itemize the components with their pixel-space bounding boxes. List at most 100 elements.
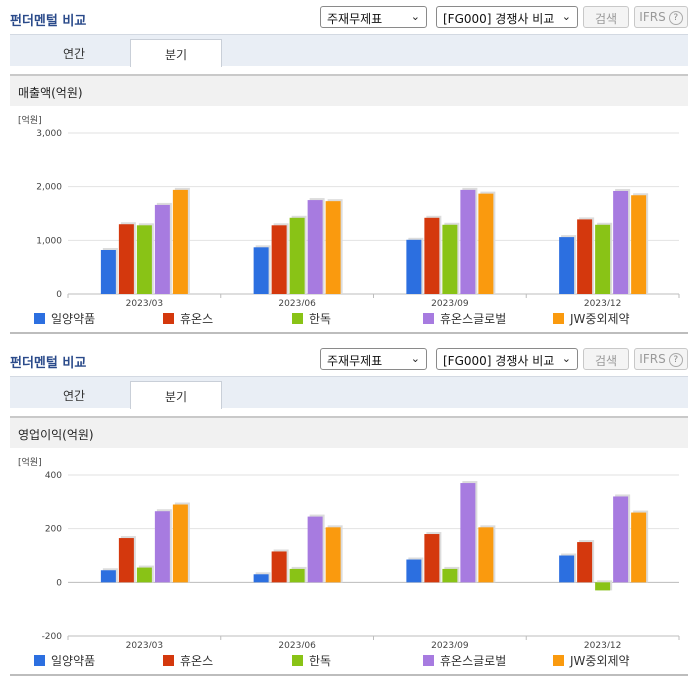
bar[interactable] bbox=[478, 527, 494, 583]
period-tabs: 연간 분기 bbox=[10, 376, 688, 409]
panel-header: 펀더멘털 비교 주재무제표 ⌄ [FG000] 경쟁사 비교 ⌄ 검색 IFRS… bbox=[0, 0, 696, 34]
x-tick-label: 2023/12 bbox=[584, 299, 621, 306]
bar[interactable] bbox=[136, 567, 152, 583]
bar[interactable] bbox=[289, 568, 305, 583]
y-tick-label: -200 bbox=[42, 632, 63, 642]
statement-type-select[interactable]: 주재무제표 ⌄ bbox=[320, 348, 427, 370]
bar[interactable] bbox=[100, 249, 116, 294]
legend-item[interactable]: 휴온스글로벌 bbox=[423, 310, 506, 327]
bar[interactable] bbox=[559, 237, 575, 294]
legend-swatch bbox=[553, 655, 564, 666]
ifrs-label: IFRS bbox=[639, 10, 666, 24]
bar[interactable] bbox=[136, 225, 152, 294]
legend-swatch bbox=[292, 313, 303, 324]
y-tick-label: 0 bbox=[56, 578, 62, 588]
operating-profit-bar-chart: [억원] -200 0 200 400 2023/03 2023/06 2023/09 2023… bbox=[18, 456, 680, 648]
bar[interactable] bbox=[325, 527, 341, 583]
bar[interactable] bbox=[271, 551, 287, 583]
bar[interactable] bbox=[631, 195, 647, 294]
bar[interactable] bbox=[118, 538, 134, 583]
bar[interactable] bbox=[253, 247, 269, 294]
x-tick-label: 2023/09 bbox=[431, 641, 469, 648]
chart-legend: 일양약품 휴온스 한독 휴온스글로벌 JW중외제약 bbox=[0, 306, 696, 326]
bar[interactable] bbox=[613, 496, 629, 583]
legend-item[interactable]: 한독 bbox=[292, 310, 331, 327]
tab-quarterly[interactable]: 분기 bbox=[130, 381, 222, 409]
ifrs-button[interactable]: IFRS? bbox=[634, 6, 688, 28]
bar[interactable] bbox=[595, 224, 611, 294]
bar[interactable] bbox=[631, 512, 647, 583]
chart-legend: 일양약품 휴온스 한독 휴온스글로벌 JW중외제약 bbox=[0, 648, 696, 668]
x-tick-label: 2023/03 bbox=[126, 641, 163, 648]
tab-quarterly[interactable]: 분기 bbox=[130, 39, 222, 67]
ifrs-label: IFRS bbox=[639, 352, 666, 366]
legend-label: JW중외제약 bbox=[570, 654, 630, 668]
bar[interactable] bbox=[559, 555, 575, 583]
divider bbox=[10, 674, 688, 676]
help-icon: ? bbox=[668, 352, 683, 367]
bar[interactable] bbox=[253, 574, 269, 583]
bar[interactable] bbox=[577, 542, 593, 583]
legend-item[interactable]: 한독 bbox=[292, 652, 331, 669]
legend-item[interactable]: 일양약품 bbox=[34, 652, 95, 669]
bar[interactable] bbox=[478, 193, 494, 294]
legend-item[interactable]: 일양약품 bbox=[34, 310, 95, 327]
ifrs-button[interactable]: IFRS? bbox=[634, 348, 688, 370]
compare-select[interactable]: [FG000] 경쟁사 비교 ⌄ bbox=[436, 6, 578, 28]
bar[interactable] bbox=[577, 219, 593, 294]
bar[interactable] bbox=[307, 200, 323, 294]
legend-item[interactable]: JW중외제약 bbox=[553, 652, 630, 669]
panel-header: 펀더멘털 비교 주재무제표 ⌄ [FG000] 경쟁사 비교 ⌄ 검색 IFRS… bbox=[0, 342, 696, 376]
y-axis-unit-label: [억원] bbox=[18, 114, 42, 126]
chevron-down-icon: ⌄ bbox=[561, 352, 571, 365]
legend-swatch bbox=[163, 313, 174, 324]
panel-title: 펀더멘털 비교 bbox=[10, 356, 87, 371]
bar[interactable] bbox=[271, 225, 287, 294]
bar[interactable] bbox=[307, 516, 323, 583]
legend-swatch bbox=[34, 655, 45, 666]
legend-label: 휴온스글로벌 bbox=[440, 312, 507, 326]
legend-item[interactable]: 휴온스 bbox=[163, 652, 213, 669]
bar[interactable] bbox=[406, 559, 422, 583]
bar[interactable] bbox=[460, 483, 476, 583]
bar[interactable] bbox=[424, 534, 440, 583]
chevron-down-icon: ⌄ bbox=[561, 10, 571, 23]
tab-annual[interactable]: 연간 bbox=[62, 47, 86, 61]
legend-item[interactable]: 휴온스글로벌 bbox=[423, 652, 506, 669]
fundamental-panel-sales: 펀더멘털 비교 주재무제표 ⌄ [FG000] 경쟁사 비교 ⌄ 검색 IFRS… bbox=[0, 0, 696, 340]
legend-item[interactable]: JW중외제약 bbox=[553, 310, 630, 327]
chevron-down-icon: ⌄ bbox=[410, 352, 420, 365]
x-tick-label: 2023/03 bbox=[126, 299, 163, 306]
legend-label: 일양약품 bbox=[51, 312, 96, 326]
bar[interactable] bbox=[595, 582, 611, 591]
legend-label: JW중외제약 bbox=[570, 312, 630, 326]
bar[interactable] bbox=[172, 189, 188, 294]
legend-label: 일양약품 bbox=[51, 654, 96, 668]
bar[interactable] bbox=[613, 190, 629, 294]
statement-type-select[interactable]: 주재무제표 ⌄ bbox=[320, 6, 427, 28]
bar[interactable] bbox=[154, 204, 170, 294]
y-tick-label: 1,000 bbox=[36, 236, 62, 246]
search-button[interactable]: 검색 bbox=[583, 348, 629, 370]
bar[interactable] bbox=[424, 217, 440, 294]
bar[interactable] bbox=[442, 568, 458, 583]
bar[interactable] bbox=[100, 570, 116, 583]
bar[interactable] bbox=[172, 504, 188, 583]
tab-annual[interactable]: 연간 bbox=[62, 389, 86, 403]
bar[interactable] bbox=[442, 224, 458, 294]
bar[interactable] bbox=[406, 239, 422, 294]
search-button[interactable]: 검색 bbox=[583, 6, 629, 28]
compare-select[interactable]: [FG000] 경쟁사 비교 ⌄ bbox=[436, 348, 578, 370]
bar[interactable] bbox=[289, 217, 305, 294]
legend-item[interactable]: 휴온스 bbox=[163, 310, 213, 327]
bar[interactable] bbox=[460, 189, 476, 294]
bar[interactable] bbox=[325, 201, 341, 294]
legend-swatch bbox=[34, 313, 45, 324]
bar[interactable] bbox=[118, 224, 134, 294]
bar[interactable] bbox=[154, 511, 170, 583]
legend-label: 휴온스 bbox=[180, 312, 214, 326]
y-axis-unit-label: [억원] bbox=[18, 456, 42, 468]
x-tick-label: 2023/06 bbox=[278, 641, 316, 648]
legend-label: 한독 bbox=[309, 654, 332, 668]
statement-type-value: 주재무제표 bbox=[327, 354, 383, 368]
